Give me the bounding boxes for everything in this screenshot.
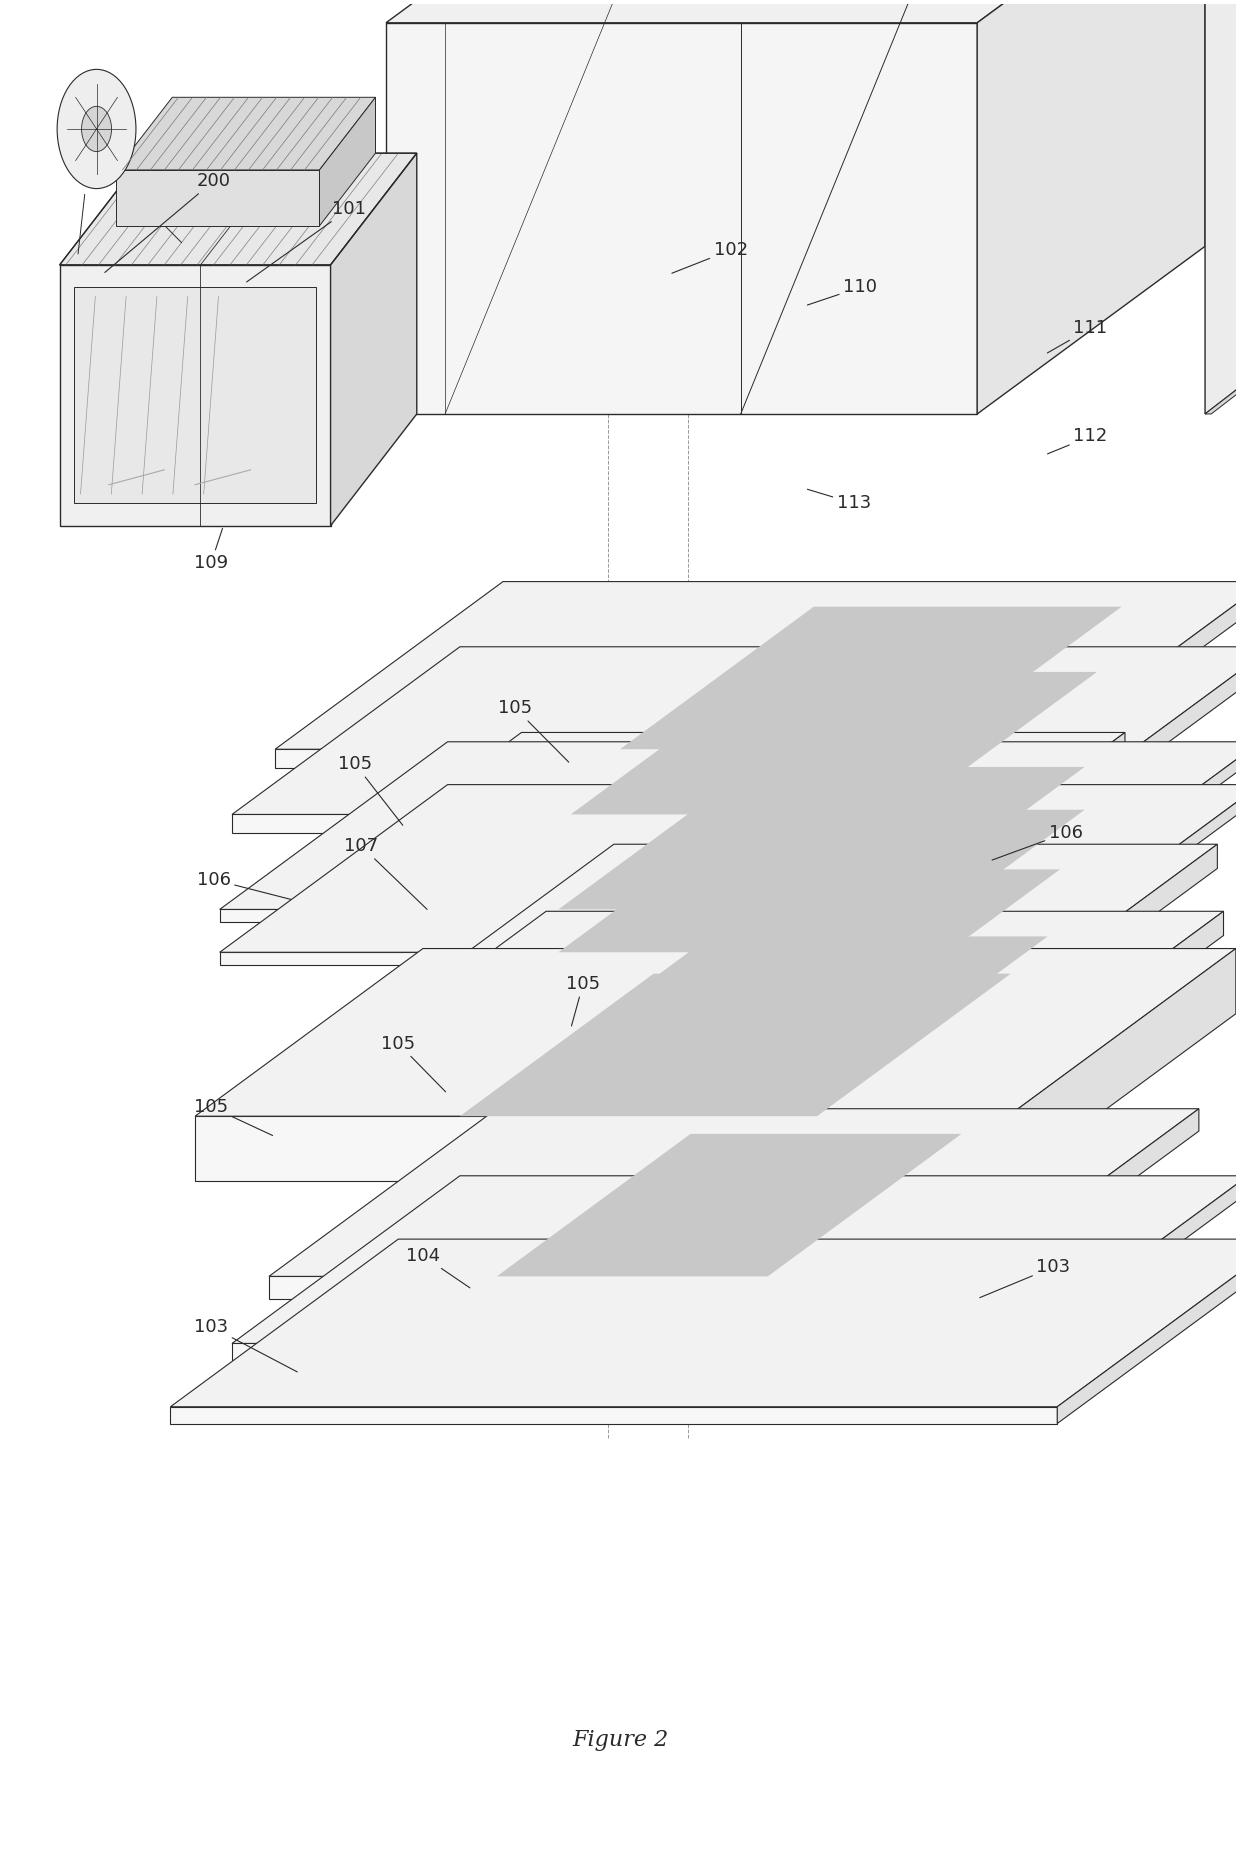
Polygon shape [1033, 741, 1240, 922]
Polygon shape [195, 1117, 1008, 1181]
Text: 105: 105 [193, 1098, 273, 1136]
Polygon shape [1008, 949, 1236, 1181]
Polygon shape [74, 288, 316, 503]
Polygon shape [269, 1110, 1199, 1276]
Polygon shape [319, 1080, 996, 1104]
Polygon shape [117, 170, 320, 226]
Text: 110: 110 [807, 279, 877, 305]
Text: 106: 106 [197, 870, 291, 900]
Text: 105: 105 [565, 975, 600, 1025]
Polygon shape [1033, 784, 1240, 965]
Polygon shape [320, 97, 376, 226]
Polygon shape [558, 767, 1085, 909]
Text: Figure 2: Figure 2 [572, 1729, 668, 1751]
Polygon shape [275, 748, 1039, 767]
Polygon shape [294, 900, 897, 913]
Polygon shape [319, 911, 1224, 1080]
Polygon shape [232, 814, 1045, 833]
Circle shape [82, 107, 112, 152]
Polygon shape [1205, 0, 1240, 413]
Polygon shape [117, 97, 376, 170]
Polygon shape [386, 0, 1205, 22]
Polygon shape [60, 266, 331, 526]
Polygon shape [546, 936, 1048, 1080]
Polygon shape [232, 647, 1240, 814]
Polygon shape [386, 22, 977, 413]
Polygon shape [275, 582, 1240, 748]
Polygon shape [232, 1343, 1021, 1360]
Text: 106: 106 [992, 823, 1083, 861]
Polygon shape [460, 973, 1011, 1117]
Polygon shape [897, 732, 1125, 913]
Text: 101: 101 [247, 200, 366, 283]
Polygon shape [170, 1407, 1058, 1424]
Polygon shape [294, 732, 1125, 900]
Text: 105: 105 [339, 756, 403, 825]
Text: 113: 113 [807, 488, 872, 513]
Polygon shape [170, 1239, 1240, 1407]
Text: 102: 102 [672, 241, 748, 273]
Polygon shape [386, 1012, 990, 1037]
Polygon shape [570, 672, 1097, 814]
Polygon shape [195, 949, 1236, 1117]
Text: 107: 107 [345, 836, 427, 909]
Polygon shape [1039, 582, 1240, 767]
Polygon shape [558, 810, 1085, 952]
Text: 103: 103 [193, 1317, 298, 1371]
Text: 105: 105 [498, 700, 569, 761]
Text: 111: 111 [1048, 320, 1107, 354]
Polygon shape [1045, 647, 1240, 833]
Polygon shape [1058, 1239, 1240, 1424]
Polygon shape [608, 870, 1060, 1012]
Text: 109: 109 [193, 528, 228, 573]
Circle shape [57, 69, 136, 189]
Polygon shape [1021, 1175, 1240, 1360]
Polygon shape [331, 153, 417, 526]
Text: 200: 200 [105, 172, 231, 273]
Polygon shape [219, 909, 1033, 922]
Text: 112: 112 [1048, 427, 1107, 455]
Polygon shape [60, 153, 417, 266]
Polygon shape [996, 911, 1224, 1104]
Text: 105: 105 [381, 1035, 445, 1093]
Polygon shape [620, 606, 1122, 748]
Text: 103: 103 [980, 1257, 1070, 1298]
Polygon shape [1205, 361, 1240, 413]
Text: 104: 104 [405, 1246, 470, 1287]
Polygon shape [386, 844, 1218, 1012]
Polygon shape [497, 1134, 961, 1276]
Polygon shape [977, 0, 1205, 413]
Polygon shape [219, 952, 1033, 965]
Polygon shape [971, 1110, 1199, 1298]
Polygon shape [232, 1175, 1240, 1343]
Polygon shape [269, 1276, 971, 1298]
Polygon shape [219, 741, 1240, 909]
Polygon shape [990, 844, 1218, 1037]
Polygon shape [219, 784, 1240, 952]
